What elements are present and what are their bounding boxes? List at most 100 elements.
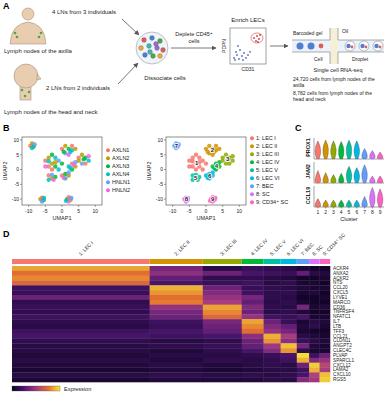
cell-icon: [161, 48, 166, 53]
heatmap-cell: [309, 339, 320, 344]
part-label: Cell: [314, 56, 323, 62]
umap-point: [69, 196, 73, 200]
heatmap-cell: [297, 368, 310, 373]
heatmap-cell: [264, 285, 281, 290]
heatmap-cell: [150, 271, 203, 276]
lymph-node-icon: [40, 32, 43, 35]
heatmap-cell: [320, 343, 331, 348]
cell-icon: [139, 46, 144, 51]
tick-label: 10: [93, 208, 99, 214]
legend-label: 7: BEC: [256, 183, 273, 189]
facs-dot: [238, 58, 240, 60]
heatmap-cell: [320, 271, 331, 276]
violin: [331, 141, 337, 159]
heatmap-cell: [12, 339, 150, 344]
tick-label: 8: [371, 209, 374, 215]
umap-point: [50, 173, 54, 177]
heatmap-cell: [309, 300, 320, 305]
heatmap-cell: [203, 358, 242, 363]
cell-count: 8,782 cells from lymph nodes of thehead …: [293, 90, 372, 102]
heatmap-cell: [242, 319, 264, 324]
gene-label: CCL19: [305, 187, 311, 204]
tick-label: -5: [15, 181, 20, 187]
heatmap-cell: [264, 377, 281, 382]
cluster-strip: [309, 259, 319, 264]
facs-dot: [233, 57, 235, 59]
heatmap-cell: [12, 343, 150, 348]
umap-point: [81, 157, 85, 161]
facs-dot: [255, 40, 257, 42]
heatmap-cell: [281, 353, 297, 358]
legend-label: HNLN2: [112, 187, 130, 193]
axis-title: UMAP2: [146, 162, 152, 181]
heatmap-cell: [12, 377, 150, 382]
head-icon: [22, 8, 34, 20]
facs-dot: [234, 59, 236, 61]
legend-swatch: [106, 172, 110, 176]
heatmap-cell: [281, 363, 297, 368]
heatmap-cell: [320, 319, 331, 324]
step-label: Deplete CD45⁺cells: [175, 31, 213, 44]
oil-inlet: [330, 28, 338, 64]
legend-swatch: [106, 164, 110, 168]
lymph-node-icon: [24, 95, 27, 98]
legend-label: AXLN3: [112, 163, 129, 169]
arrow: [171, 48, 216, 49]
heatmap-cell: [150, 334, 203, 339]
heatmap-cell: [242, 348, 264, 353]
y-axis: [314, 186, 315, 207]
violin: [338, 142, 344, 160]
legend-swatch: [106, 188, 110, 192]
tick-label: 0: [61, 208, 64, 214]
heatmap-cell: [309, 348, 320, 353]
violin: [362, 149, 368, 160]
umap-point: [50, 153, 54, 157]
heatmap-cell: [264, 300, 281, 305]
legend-swatch: [106, 180, 110, 184]
umap-point: [194, 167, 198, 171]
heatmap-cell: [12, 334, 150, 339]
part-label: Oil: [342, 28, 348, 34]
legend-label: 6: LEC VI: [256, 175, 280, 181]
axis-title: Cluster: [340, 216, 358, 222]
cell-suspension: [136, 32, 168, 64]
heatmap-cell: [12, 310, 150, 315]
heatmap-cell: [320, 339, 331, 344]
legend-label: 8: SC: [256, 191, 270, 197]
heatmap-cell: [297, 314, 310, 319]
umap-point: [214, 144, 218, 148]
cluster-number: 2: [211, 147, 215, 153]
heatmap-cell: [281, 377, 297, 382]
tick: [164, 199, 166, 200]
heatmap-cell: [281, 295, 297, 300]
heatmap-cell: [12, 300, 150, 305]
tick-label: 10: [237, 208, 243, 214]
tick-label: 0: [16, 166, 19, 172]
violin: [323, 173, 329, 184]
heatmap-cell: [320, 290, 331, 295]
cluster-strip: [297, 259, 309, 264]
heatmap-cell: [264, 372, 281, 377]
tick: [20, 169, 22, 170]
legend-swatch: [250, 192, 254, 196]
heatmap-cell: [264, 319, 281, 324]
violin: [377, 152, 383, 159]
axis-title: UMAP1: [53, 215, 72, 221]
tick-label: -5: [43, 208, 48, 214]
facs-dot: [253, 37, 255, 39]
legend-label: 2: LEC II: [256, 143, 278, 149]
legend-swatch: [250, 176, 254, 180]
heatmap-cell: [242, 372, 264, 377]
tick-label: -5: [159, 181, 164, 187]
heatmap-cell: [320, 276, 331, 281]
cluster-strip: [203, 259, 242, 264]
umap-point: [83, 161, 87, 165]
heatmap-cell: [297, 295, 310, 300]
heatmap-cell: [320, 310, 331, 315]
heatmap-cell: [309, 334, 320, 339]
heatmap-cell: [320, 285, 331, 290]
heatmap-cell: [320, 329, 331, 334]
umap-point: [80, 153, 84, 157]
cell-icon: [142, 38, 147, 43]
facs-dot: [236, 54, 238, 56]
